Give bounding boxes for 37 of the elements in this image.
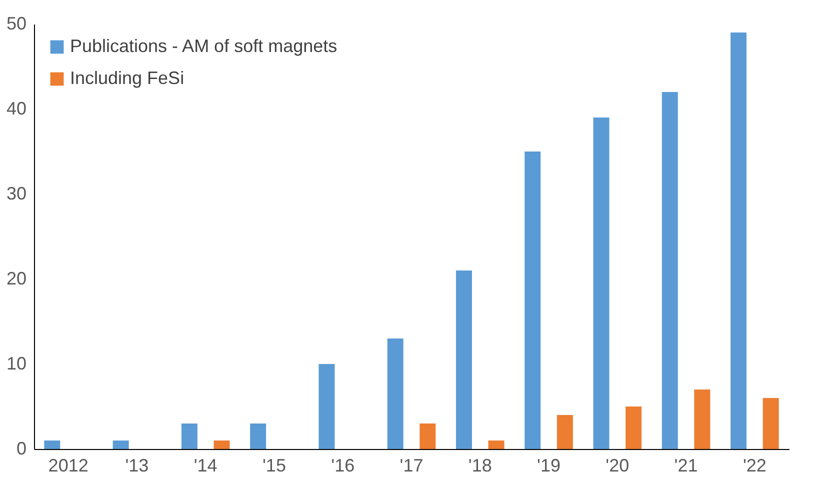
bar — [318, 364, 335, 449]
y-tick-label: 10 — [6, 354, 26, 374]
bar — [694, 390, 710, 449]
bar — [762, 398, 779, 449]
x-tick-label: 2012 — [48, 456, 88, 476]
x-tick-label: '18 — [468, 456, 492, 476]
bar — [214, 440, 230, 449]
x-tick-label: '15 — [262, 456, 286, 476]
y-tick-label: 40 — [6, 98, 26, 118]
bar — [387, 338, 404, 449]
y-tick-label: 0 — [16, 438, 26, 458]
legend-label: Publications - AM of soft magnets — [70, 36, 338, 56]
y-tick-label: 30 — [6, 184, 26, 204]
x-tick-label: '21 — [674, 456, 698, 476]
bar — [524, 152, 541, 449]
y-tick-label: 20 — [6, 268, 26, 288]
x-tick-label: '16 — [331, 456, 355, 476]
bar — [488, 440, 504, 449]
legend-label: Including FeSi — [70, 68, 184, 88]
bar — [112, 440, 129, 449]
bar — [181, 424, 198, 449]
x-tick-label: '20 — [606, 456, 630, 476]
bar — [593, 118, 610, 449]
bar — [420, 424, 436, 449]
x-tick-label: '14 — [194, 456, 218, 476]
x-tick-label: '22 — [742, 456, 766, 476]
bar — [44, 440, 60, 449]
bar — [456, 270, 472, 449]
bar — [662, 92, 678, 449]
bar — [250, 424, 266, 449]
x-tick-label: '17 — [400, 456, 424, 476]
bar — [556, 415, 573, 449]
x-tick-label: '19 — [537, 456, 561, 476]
bar — [730, 32, 747, 449]
x-tick-label: '13 — [125, 456, 149, 476]
y-tick-label: 50 — [6, 14, 26, 34]
bar — [626, 406, 642, 449]
